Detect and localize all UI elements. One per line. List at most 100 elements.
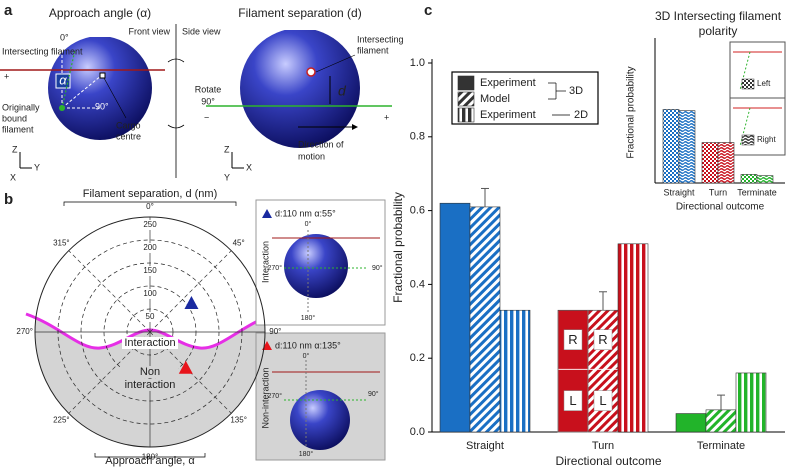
legend-swatch	[457, 75, 475, 91]
y-tick-label: 0.0	[410, 426, 425, 438]
alpha-box	[55, 73, 71, 89]
angle-spoke	[149, 250, 232, 333]
panel-label: b	[4, 191, 13, 208]
data-point	[178, 360, 193, 374]
segment-label-box	[563, 329, 583, 350]
legend-label: Right	[757, 135, 776, 144]
annotation: Cargo	[116, 120, 141, 130]
radial-label-bg	[141, 312, 159, 322]
annotation: Side view	[182, 26, 221, 36]
annotation: 90°	[201, 96, 215, 106]
legend-swatch	[741, 78, 755, 90]
bar	[756, 175, 774, 184]
angle-label: 135°	[230, 416, 247, 425]
angle-label: 0°	[60, 32, 69, 42]
angle-label: 0°	[305, 220, 312, 228]
region-label-bg	[122, 379, 178, 391]
bar	[662, 109, 680, 184]
angle-label: 270°	[16, 327, 33, 336]
annotation: filament	[357, 45, 389, 55]
panel-label: a	[4, 2, 13, 19]
annotation: Rotate	[195, 84, 222, 94]
angle-label: 90°	[372, 264, 383, 272]
radial-label: 250	[143, 220, 157, 229]
x-axis-label: Directional outcome	[555, 454, 661, 468]
radial-label-bg	[141, 289, 159, 299]
bar	[705, 409, 737, 433]
angle-spoke	[68, 250, 151, 333]
card-side: Non-interaction	[260, 367, 270, 428]
data-point	[184, 295, 199, 309]
radial-label-bg	[141, 243, 159, 253]
bar	[678, 110, 696, 184]
y-tick-label: 0.8	[410, 131, 425, 143]
inset-title: 3D Intersecting filament	[655, 9, 782, 23]
polar-title: Filament separation, d (nm)	[83, 188, 218, 200]
angle-label: 45°	[233, 238, 245, 247]
segment-label: R	[568, 332, 577, 347]
annotation: d	[338, 83, 347, 99]
annotation: Front view	[128, 26, 170, 36]
icon-filament	[739, 51, 751, 91]
cargo-sphere	[48, 37, 152, 140]
angle-label: 225°	[53, 416, 70, 425]
leader-line	[103, 77, 127, 119]
x-axis-label: Directional outcome	[676, 202, 765, 213]
angle-spoke	[68, 331, 151, 414]
motion-arrowhead	[352, 124, 358, 130]
angle-label: 315°	[53, 238, 70, 247]
cargo-sphere	[290, 390, 350, 450]
legend-swatch	[457, 107, 475, 123]
angle-label: 180°	[301, 314, 316, 322]
polarity-icon	[729, 41, 786, 99]
radial-label-bg	[141, 220, 159, 230]
cargo-sphere	[240, 30, 360, 148]
annotation: bound	[2, 113, 27, 123]
segment-label-box	[563, 390, 583, 411]
annotation: +	[4, 71, 9, 81]
panel-label: c	[424, 2, 432, 19]
panel-title: Filament separation (d)	[238, 6, 361, 20]
axis-glyph-label: Z	[12, 144, 18, 154]
title-bracket	[63, 201, 237, 206]
leader-line	[315, 54, 356, 73]
annotation: Direction of	[298, 139, 344, 149]
region-label-bg	[122, 337, 178, 349]
y-tick-label: 0.4	[410, 278, 425, 290]
x-tick-label: Turn	[592, 440, 614, 452]
bar	[701, 142, 719, 184]
x-tick-label: Terminate	[697, 440, 745, 452]
legend-swatch	[741, 134, 755, 146]
radial-label: 100	[143, 289, 157, 298]
angle-label: 180°	[299, 450, 314, 458]
y-axis-label: Fractional probability	[391, 192, 405, 303]
x-tick-label: Straight	[663, 187, 695, 197]
segment-label-box	[593, 329, 613, 350]
segment-label: R	[598, 332, 607, 347]
angle-label: 90°	[269, 327, 281, 336]
annotation: Intersecting	[357, 34, 404, 44]
annotation: centre	[116, 131, 141, 141]
legend-label: Model	[480, 93, 510, 105]
segment-label: L	[599, 393, 606, 408]
bar	[740, 174, 758, 184]
x-tick-label: Turn	[709, 187, 727, 197]
region-label-bg	[122, 366, 178, 378]
segment-label: L	[569, 393, 576, 408]
axis-glyph-label: X	[246, 162, 252, 172]
y-axis-label: Fractional probability	[626, 66, 637, 158]
angle-label: 270°	[268, 264, 283, 272]
alpha-symbol: α	[59, 72, 67, 87]
card-label: d:110 nm α:135°	[275, 340, 341, 350]
radial-ring	[80, 262, 220, 402]
bar	[469, 206, 501, 433]
axis-glyph-label: Y	[224, 172, 230, 182]
guide-line	[61, 74, 103, 109]
title-bracket	[94, 453, 206, 458]
card-marker	[262, 341, 272, 350]
y-tick-label: 0.6	[410, 205, 425, 217]
annotation: Intersecting filament	[2, 46, 83, 56]
inset-title: polarity	[699, 24, 738, 38]
x-tick-label: Terminate	[737, 187, 777, 197]
